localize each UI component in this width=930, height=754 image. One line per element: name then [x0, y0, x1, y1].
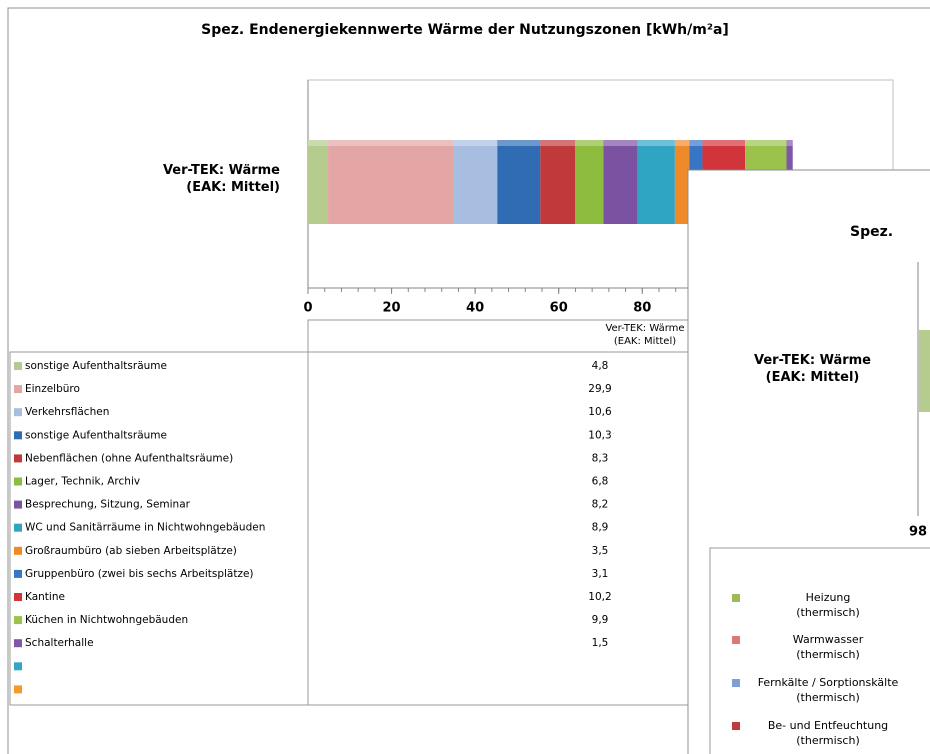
table-value: 8,9 — [592, 522, 609, 534]
legend-label: Gruppenbüro (zwei bis sechs Arbeitsplätz… — [25, 568, 254, 580]
table-value: 6,8 — [592, 476, 609, 488]
chart-title: Spez. Endenergiekennwerte Wärme der Nutz… — [201, 22, 729, 38]
table-value: 8,2 — [592, 499, 609, 511]
legend-key — [14, 500, 22, 509]
x-tick-label: 0 — [303, 301, 312, 316]
bar-highlight — [689, 140, 703, 146]
bar-segment — [575, 140, 604, 224]
table-value: 10,6 — [588, 406, 612, 418]
legend-key — [14, 593, 22, 601]
legend-label: Heizung (thermisch) — [796, 591, 860, 619]
x-tick-label: 60 — [550, 301, 568, 316]
bar-highlight — [786, 140, 793, 146]
legend-label: WC und Sanitärräume in Nichtwohngebäuden — [25, 522, 265, 534]
bar-highlight — [702, 140, 746, 146]
legend-key — [14, 639, 22, 648]
bar-segment — [497, 140, 541, 224]
legend-key — [14, 616, 22, 625]
legend-label: Kantine — [25, 591, 65, 603]
bar-highlight — [637, 140, 675, 146]
legend-label: sonstige Aufenthaltsräume — [25, 360, 167, 372]
table-value: 29,9 — [588, 383, 611, 395]
table-value: 9,9 — [592, 614, 609, 626]
x-tick-label: 80 — [633, 301, 651, 316]
bar-segment — [603, 140, 638, 224]
bar-highlight — [452, 140, 498, 146]
chart-title: Spez. — [850, 224, 893, 240]
legend-key — [732, 679, 740, 687]
bar-highlight — [603, 140, 638, 146]
legend-key — [14, 362, 22, 370]
bar-highlight — [308, 140, 329, 146]
bar-fragment — [919, 330, 930, 412]
legend-key — [732, 594, 740, 602]
bar-segment — [328, 140, 453, 224]
category-label: Ver-TEK: Wärme (EAK: Mittel) — [162, 163, 280, 195]
x-tick-label: 20 — [383, 301, 401, 316]
bar-highlight — [674, 140, 690, 146]
legend-key — [14, 477, 22, 486]
legend-label: Fernkälte / Sorptionskälte (thermisch) — [757, 676, 899, 704]
overlay-window — [687, 169, 930, 754]
legend-key — [14, 546, 22, 555]
category-label: Ver-TEK: Wärme (EAK: Mittel) — [753, 353, 872, 385]
legend-key — [14, 431, 22, 440]
legend-label: Großraumbüro (ab sieben Arbeitsplätze) — [25, 545, 237, 557]
table-value: 4,8 — [592, 360, 609, 372]
legend-key — [14, 523, 22, 532]
legend-label: Verkehrsflächen — [25, 406, 109, 418]
bar-highlight — [328, 140, 453, 146]
table-value: 1,5 — [592, 637, 609, 649]
legend-key — [732, 722, 740, 730]
x-tick-label: 98 — [909, 525, 927, 540]
legend-label: Nebenflächen (ohne Aufenthaltsräume) — [25, 452, 233, 464]
bar-highlight — [575, 140, 604, 146]
bar-segment — [637, 140, 675, 224]
bar-segment — [452, 140, 498, 224]
legend-label: Lager, Technik, Archiv — [25, 476, 140, 488]
legend-label: sonstige Aufenthaltsräume — [25, 429, 167, 441]
bar-highlight — [497, 140, 541, 146]
table-value: 10,3 — [588, 429, 611, 441]
table-value: 10,2 — [588, 591, 611, 603]
legend-label: Warmwasser (thermisch) — [792, 633, 864, 661]
x-tick-label: 40 — [466, 301, 484, 316]
table-value: 3,1 — [592, 568, 609, 580]
bar-highlight — [540, 140, 576, 146]
bar-segment — [674, 140, 690, 224]
bar-segment — [540, 140, 576, 224]
table-header-label: Ver-TEK: Wärme (EAK: Mittel) — [605, 323, 685, 347]
legend-key — [14, 685, 22, 694]
legend-label: Schalterhalle — [25, 637, 94, 649]
legend-label: Einzelbüro — [25, 383, 80, 395]
legend-key — [14, 454, 22, 463]
table-value: 3,5 — [592, 545, 609, 557]
legend-box — [709, 547, 930, 754]
legend-key — [14, 569, 22, 578]
legend-label: Be- und Entfeuchtung (thermisch) — [767, 719, 889, 747]
bar-segment — [308, 140, 329, 224]
legend-label: Besprechung, Sitzung, Seminar — [25, 499, 191, 511]
legend-label: Küchen in Nichtwohngebäuden — [25, 614, 188, 626]
table-value: 8,3 — [592, 452, 609, 464]
legend-key — [14, 408, 22, 417]
legend-key — [732, 636, 740, 644]
legend-key — [14, 385, 22, 394]
legend-key — [14, 662, 22, 671]
bar-highlight — [745, 140, 787, 146]
